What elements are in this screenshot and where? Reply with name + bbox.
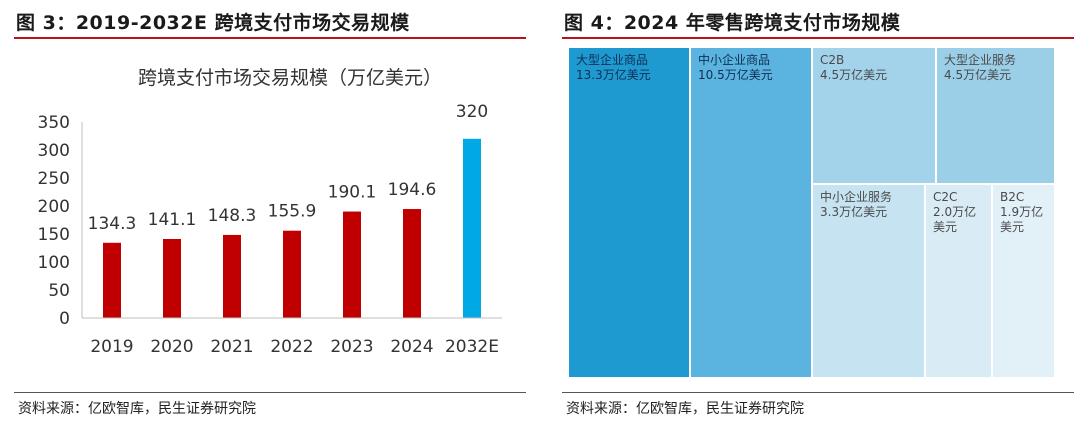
treemap-cell-label: C2B 4.5万亿美元	[820, 53, 888, 82]
x-tick-label: 2032E	[445, 337, 499, 357]
bar-value-label: 134.3	[88, 214, 137, 234]
bar-series	[103, 138, 481, 318]
treemap-cell-label: B2C 1.9万亿 美元	[1000, 190, 1044, 234]
bar-value-label: 148.3	[208, 206, 257, 226]
treemap-cell: 中小企业服务 3.3万亿美元	[812, 184, 925, 378]
y-tick-label: 200	[38, 197, 70, 217]
x-tick-label: 2023	[330, 337, 373, 357]
right-source-note: 资料来源：亿欧智库，民生证券研究院	[566, 401, 804, 417]
y-tick-label: 250	[38, 169, 70, 189]
bar-value-label: 141.1	[148, 210, 197, 230]
retail-payment-treemap: 大型企业商品 13.3万亿美元 中小企业商品 10.5万亿美元 C2B 4.5万亿美…	[568, 47, 1055, 378]
right-source-rule	[562, 392, 1074, 393]
x-tick-label: 2022	[270, 337, 313, 357]
treemap-cell-label: 中小企业商品 10.5万亿美元	[698, 53, 773, 82]
x-tick-label: 2024	[390, 337, 433, 357]
bar	[223, 234, 241, 318]
bar-y-axis: 0 50 100 150 200 250 300 350	[38, 113, 83, 329]
left-source-note: 资料来源：亿欧智库，民生证券研究院	[18, 401, 256, 417]
bar	[283, 230, 301, 318]
left-source-rule	[14, 392, 526, 393]
bar	[463, 138, 481, 318]
bar	[163, 238, 181, 318]
market-size-bar-chart: 跨境支付市场交易规模（万亿美元） 0 50 100 150 200 250 300 350 1…	[38, 67, 502, 357]
right-figure-title: 图 4：2024 年零售跨境支付市场规模	[564, 12, 901, 34]
x-tick-label: 2021	[210, 337, 253, 357]
bar-chart-title: 跨境支付市场交易规模（万亿美元）	[138, 67, 442, 89]
treemap-cell-label: C2C 2.0万亿 美元	[933, 190, 977, 234]
left-figure-title: 图 3：2019-2032E 跨境支付市场交易规模	[16, 12, 410, 34]
treemap-cell: C2B 4.5万亿美元	[812, 47, 936, 184]
y-tick-label: 350	[38, 113, 70, 133]
y-tick-label: 150	[38, 225, 70, 245]
left-title-rule	[14, 37, 526, 39]
y-tick-label: 0	[59, 309, 70, 329]
treemap-cell: C2C 2.0万亿 美元	[925, 184, 992, 378]
bar-value-label: 194.6	[388, 180, 437, 200]
treemap-cell: B2C 1.9万亿 美元	[992, 184, 1055, 378]
left-figure-panel: 图 3：2019-2032E 跨境支付市场交易规模 跨境支付市场交易规模（万亿美…	[14, 12, 526, 417]
bar-x-axis: 2019 2020 2021 2022 2023 2024 2032E	[82, 317, 502, 357]
x-tick-label: 2020	[150, 337, 193, 357]
treemap-cell-label: 大型企业服务 4.5万亿美元	[944, 53, 1017, 82]
y-tick-label: 100	[38, 253, 70, 273]
bar-value-label: 190.1	[328, 183, 377, 203]
treemap-cell: 中小企业商品 10.5万亿美元	[690, 47, 812, 378]
x-tick-label: 2019	[90, 337, 133, 357]
right-figure-panel: 图 4：2024 年零售跨境支付市场规模 大型企业商品 13.3万亿美元中小企业…	[548, 0, 1080, 426]
bar	[103, 242, 121, 318]
right-title-rule	[562, 37, 1074, 39]
bar-value-labels: 134.3 141.1 148.3 155.9 190.1 194.6 320	[88, 102, 489, 234]
treemap-cell-label: 大型企业商品 13.3万亿美元	[576, 53, 651, 82]
y-tick-label: 50	[48, 281, 70, 301]
treemap-cell: 大型企业服务 4.5万亿美元	[936, 47, 1055, 184]
y-tick-label: 300	[38, 141, 70, 161]
bar	[343, 211, 361, 318]
bar-value-label: 155.9	[268, 202, 317, 222]
treemap-cell-label: 中小企业服务 3.3万亿美元	[820, 190, 893, 219]
treemap-cell: 大型企业商品 13.3万亿美元	[568, 47, 690, 378]
bar	[403, 209, 421, 318]
bar-value-label: 320	[456, 102, 488, 122]
